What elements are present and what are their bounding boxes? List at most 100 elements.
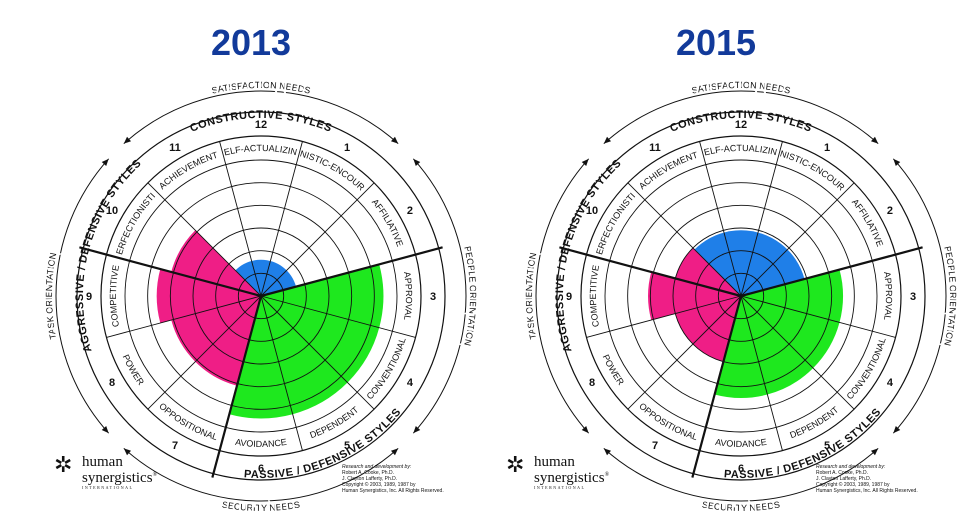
style-number-3: 3: [910, 291, 916, 303]
sector-divider: [260, 246, 443, 298]
grid-ring: [604, 159, 878, 433]
sector-divider: [260, 295, 375, 410]
logo-mark-icon: ✲: [54, 452, 73, 477]
outer-ring: [76, 111, 446, 481]
style-number-4: 4: [407, 377, 414, 389]
orientation-arc-bottom: [123, 447, 399, 502]
bar-style-7: [692, 296, 741, 362]
style-number-4: 4: [887, 377, 894, 389]
orientation-label-right: PEOPLE ORIENTATION: [462, 245, 478, 347]
style-number-6: 6: [258, 463, 264, 475]
arrow-head: [870, 136, 879, 144]
credit-line2: Robert A. Cooke, Ph.D.: [342, 470, 394, 476]
credits-2013: Research and development by: Robert A. C…: [342, 464, 472, 494]
style-label-8: POWER: [601, 353, 627, 387]
logo-2015: ✲ human synergistics® INTERNATIONAL: [506, 452, 609, 491]
credit-line3: J. Clayton Lafferty, Ph.D.: [342, 476, 398, 482]
sector-divider: [740, 141, 783, 297]
style-label-1: HUMANISTIC-ENCOURAGING: [0, 0, 367, 193]
credit-line5: Human Synergistics, Inc. All Rights Rese…: [342, 488, 444, 494]
sector-divider: [147, 295, 262, 410]
arrow-head: [893, 425, 901, 434]
grid-ring: [124, 159, 398, 433]
grid-ring: [169, 204, 353, 388]
bar-style-6: [714, 296, 768, 398]
chart-title-2013: 2013: [210, 22, 292, 63]
style-label-5: DEPENDENT: [308, 404, 360, 440]
sector-divider: [586, 295, 742, 338]
style-number-10: 10: [106, 205, 118, 217]
bar-style-10: [171, 230, 261, 296]
bar-style-4: [261, 296, 380, 383]
style-label-11: ACHIEVEMENT: [637, 150, 699, 192]
style-number-12: 12: [735, 119, 747, 131]
bar-style-9: [156, 269, 261, 323]
arrow-head: [581, 425, 589, 434]
logo-mark-icon: ✲: [506, 452, 525, 477]
logo-2013: ✲ human synergistics® INTERNATIONAL: [54, 452, 158, 491]
style-number-6: 6: [738, 463, 744, 475]
credit-line1: Research and development by:: [342, 464, 412, 470]
style-number-2: 2: [887, 205, 893, 217]
style-number-11: 11: [649, 142, 661, 154]
label-band-ring: [580, 135, 902, 457]
arrow-head: [123, 136, 132, 144]
grid-ring: [147, 182, 375, 410]
style-label-6: AVOIDANCE: [235, 437, 288, 449]
bar-style-9: [648, 271, 741, 321]
bar-style-10: [675, 247, 741, 296]
orientation-arc-right: [892, 158, 947, 434]
style-label-3: APPROVAL: [402, 271, 414, 321]
style-number-8: 8: [589, 377, 595, 389]
sector-divider: [260, 141, 303, 297]
arrow-head: [123, 448, 132, 456]
sector-divider: [147, 182, 262, 297]
grid-ring: [672, 227, 810, 365]
arrow-head: [390, 136, 399, 144]
orientation-label-top: SATISFACTION NEEDS: [691, 80, 792, 96]
sector-divider: [740, 295, 783, 451]
grid-ring: [237, 272, 285, 320]
style-number-11: 11: [169, 142, 181, 154]
sector-divider: [740, 246, 923, 298]
style-number-9: 9: [566, 291, 572, 303]
orientation-label-bottom: SECURITY NEEDS: [221, 500, 300, 514]
sector-divider: [219, 141, 262, 297]
style-label-10: PERFECTIONISTIC: [0, 0, 157, 256]
orientation-label-bottom: SECURITY NEEDS: [701, 500, 780, 514]
style-number-1: 1: [824, 142, 830, 154]
logo-registered: ®: [152, 472, 158, 478]
credits-2015: Research and development by: Robert A. C…: [816, 464, 946, 494]
style-number-2: 2: [407, 205, 413, 217]
sector-divider: [260, 295, 303, 451]
style-label-5: DEPENDENT: [788, 404, 840, 440]
arrow-head: [413, 425, 421, 434]
logo-line2: synergistics: [82, 470, 153, 486]
bar-style-5: [261, 296, 348, 415]
logo-line1: human: [534, 454, 575, 470]
arrow-head: [603, 136, 612, 144]
grid-ring: [695, 250, 787, 342]
sector-divider: [691, 295, 743, 478]
grid-ring: [649, 204, 833, 388]
style-label-12: SELF-ACTUALIZING: [0, 0, 298, 158]
arrow-head: [390, 448, 399, 456]
bar-style-3: [261, 264, 384, 328]
sector-divider: [627, 295, 742, 410]
sector-divider: [260, 182, 375, 297]
style-number-5: 5: [824, 440, 830, 452]
style-number-12: 12: [255, 119, 267, 131]
label-band-ring: [100, 135, 422, 457]
style-number-7: 7: [172, 440, 178, 452]
bar-style-5: [741, 296, 814, 395]
style-number-5: 5: [344, 440, 350, 452]
sector-divider: [627, 182, 742, 297]
style-label-4: CONVENTIONAL: [845, 336, 888, 401]
credit-line2: Robert A. Cooke, Ph.D.: [816, 470, 868, 476]
style-label-1: HUMANISTIC-ENCOURAGING: [480, 0, 847, 193]
sector-divider: [79, 246, 262, 298]
style-label-11: ACHIEVEMENT: [157, 150, 219, 192]
arrow-head: [870, 448, 879, 456]
sector-divider: [106, 295, 262, 338]
grid-ring: [215, 250, 307, 342]
